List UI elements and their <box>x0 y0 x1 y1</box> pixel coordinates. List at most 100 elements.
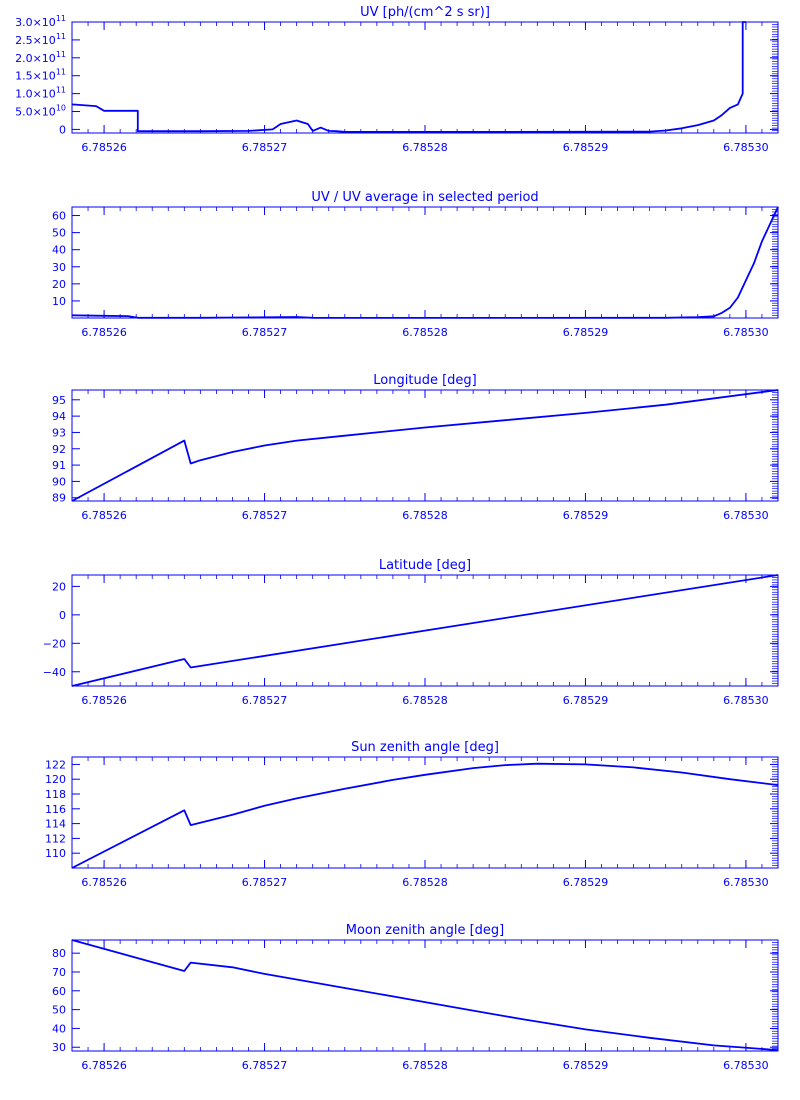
x-tick-label: 6.78527 <box>242 694 288 707</box>
y-tick-mantissa: 91 <box>52 459 66 472</box>
y-tick-exponent: 11 <box>56 32 66 41</box>
y-tick-mantissa: 20 <box>52 580 66 593</box>
x-tick-label: 6.78530 <box>723 326 769 339</box>
y-tick-mantissa: 0 <box>59 123 66 136</box>
panel-title: UV [ph/(cm^2 s sr)] <box>360 5 490 20</box>
y-tick-mantissa: 50 <box>52 1004 66 1017</box>
y-tick-mantissa: −20 <box>43 637 66 650</box>
y-tick-mantissa: −40 <box>43 666 66 679</box>
y-tick-mantissa: 92 <box>52 443 66 456</box>
y-tick-label: 70 <box>52 966 66 979</box>
y-tick-label: 20 <box>52 580 66 593</box>
x-tick-label: 6.78526 <box>81 694 127 707</box>
y-tick-label: 110 <box>45 847 66 860</box>
y-tick-label: 2.0×1011 <box>15 50 66 65</box>
y-tick-label: 10 <box>52 295 66 308</box>
y-tick-label: 3.0×1011 <box>15 14 66 29</box>
x-tick-label: 6.78530 <box>723 509 769 522</box>
y-tick-mantissa: 50 <box>52 227 66 240</box>
x-tick-label: 6.78526 <box>81 1059 127 1072</box>
x-tick-label: 6.78526 <box>81 326 127 339</box>
x-tick-label: 6.78527 <box>242 876 288 889</box>
series-line <box>71 206 779 319</box>
series-line <box>71 939 779 1051</box>
y-tick-label: 20 <box>52 278 66 291</box>
y-tick-exponent: 11 <box>56 50 66 59</box>
y-tick-label: 95 <box>52 394 66 407</box>
x-tick-label: 6.78529 <box>563 509 609 522</box>
y-tick-label: 60 <box>52 985 66 998</box>
y-tick-mantissa: 2.5×10 <box>15 34 56 47</box>
x-tick-label: 6.78526 <box>81 509 127 522</box>
x-tick-label: 6.78528 <box>402 1059 448 1072</box>
y-tick-label: 112 <box>45 832 66 845</box>
x-tick-label: 6.78528 <box>402 326 448 339</box>
y-tick-label: 30 <box>52 1041 66 1054</box>
y-tick-mantissa: 3.0×10 <box>15 16 56 29</box>
plot-frame <box>71 206 779 319</box>
y-tick-exponent: 11 <box>56 68 66 77</box>
y-tick-mantissa: 70 <box>52 966 66 979</box>
x-tick-label: 6.78528 <box>402 141 448 154</box>
x-tick-label: 6.78530 <box>723 694 769 707</box>
y-tick-exponent: 10 <box>56 104 66 113</box>
x-tick-label: 6.78528 <box>402 876 448 889</box>
plot-frame <box>71 756 779 869</box>
y-tick-label: 90 <box>52 475 66 488</box>
plot-frame <box>71 389 779 502</box>
y-tick-label: 40 <box>52 244 66 257</box>
y-tick-label: 1.5×1011 <box>15 68 66 83</box>
panel-title: Latitude [deg] <box>379 558 471 573</box>
series-line <box>71 389 779 502</box>
plot-frame <box>71 939 779 1052</box>
y-tick-label: 40 <box>52 1022 66 1035</box>
y-tick-mantissa: 0 <box>59 609 66 622</box>
y-tick-mantissa: 93 <box>52 426 66 439</box>
y-tick-label: 93 <box>52 426 66 439</box>
y-tick-label: −20 <box>43 637 66 650</box>
x-tick-label: 6.78526 <box>81 876 127 889</box>
y-tick-label: 5.0×1010 <box>15 104 66 119</box>
y-tick-mantissa: 90 <box>52 475 66 488</box>
panel-3: Longitude [deg] 6.78526 6.78527 6.78528 6.78… <box>52 373 779 522</box>
plot-frame <box>71 21 779 134</box>
y-tick-label: 2.5×1011 <box>15 32 66 47</box>
x-tick-label: 6.78529 <box>563 876 609 889</box>
y-tick-label: −40 <box>43 666 66 679</box>
y-tick-mantissa: 95 <box>52 394 66 407</box>
x-tick-label: 6.78530 <box>723 141 769 154</box>
x-tick-label: 6.78528 <box>402 509 448 522</box>
y-tick-mantissa: 112 <box>45 832 66 845</box>
y-tick-mantissa: 110 <box>45 847 66 860</box>
y-tick-label: 89 <box>52 492 66 505</box>
x-tick-label: 6.78527 <box>242 509 288 522</box>
panel-6: Moon zenith angle [deg] 6.78526 6.78527 6.7… <box>52 923 779 1072</box>
y-tick-mantissa: 89 <box>52 492 66 505</box>
y-tick-mantissa: 20 <box>52 278 66 291</box>
panel-title: Longitude [deg] <box>373 373 476 388</box>
y-tick-mantissa: 118 <box>45 788 66 801</box>
y-tick-exponent: 11 <box>56 14 66 23</box>
x-tick-label: 6.78527 <box>242 141 288 154</box>
y-tick-label: 122 <box>45 758 66 771</box>
y-tick-label: 50 <box>52 1004 66 1017</box>
panel-title: Sun zenith angle [deg] <box>351 740 499 755</box>
y-tick-label: 0 <box>59 609 66 622</box>
y-tick-label: 91 <box>52 459 66 472</box>
x-tick-label: 6.78530 <box>723 1059 769 1072</box>
y-tick-mantissa: 120 <box>45 773 66 786</box>
y-tick-mantissa: 94 <box>52 410 66 423</box>
series-line <box>71 762 779 869</box>
y-tick-mantissa: 40 <box>52 244 66 257</box>
y-tick-mantissa: 122 <box>45 758 66 771</box>
y-tick-mantissa: 1.0×10 <box>15 88 56 101</box>
x-tick-label: 6.78529 <box>563 326 609 339</box>
y-tick-mantissa: 116 <box>45 803 66 816</box>
y-tick-label: 1.0×1011 <box>15 86 66 101</box>
y-tick-label: 60 <box>52 210 66 223</box>
y-tick-mantissa: 60 <box>52 210 66 223</box>
series-line <box>71 21 746 133</box>
y-tick-mantissa: 80 <box>52 947 66 960</box>
y-tick-mantissa: 40 <box>52 1022 66 1035</box>
